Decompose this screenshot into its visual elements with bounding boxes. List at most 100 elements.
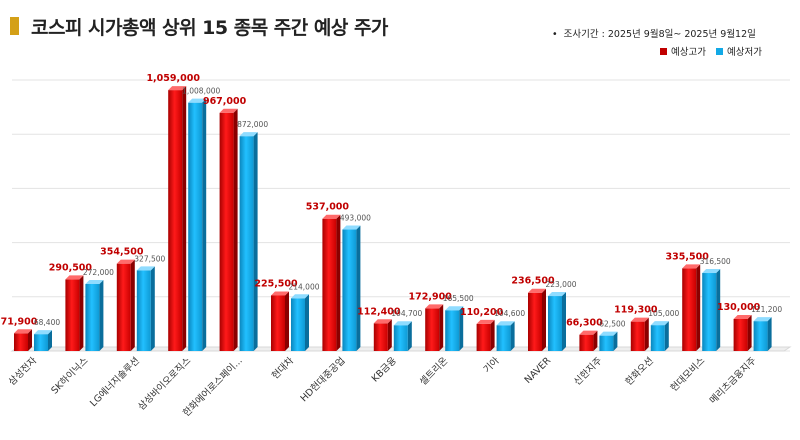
bar-top-low xyxy=(188,98,207,103)
bar-top-low xyxy=(34,330,52,335)
data-label-high: 290,500 xyxy=(49,262,93,273)
bar-top-low xyxy=(599,331,618,336)
data-label-low: 105,000 xyxy=(648,309,679,318)
data-label-low: 327,500 xyxy=(134,254,165,263)
bar-side-high xyxy=(439,304,444,351)
bar-side-low xyxy=(202,98,207,351)
bar-side-low xyxy=(356,225,361,351)
bar-high xyxy=(682,268,697,351)
bar-high xyxy=(373,323,388,351)
legend: 예상고가 예상저가 xyxy=(660,44,762,58)
x-tick-label: 삼성전자 xyxy=(7,355,40,388)
bar-side-low xyxy=(767,317,772,351)
data-label-low: 62,500 xyxy=(599,320,625,329)
bar-side-high xyxy=(387,319,392,351)
bar-top-high xyxy=(219,108,238,113)
bar-low xyxy=(599,335,614,351)
legend-item-low: 예상저가 xyxy=(715,44,762,58)
bar-top-high xyxy=(579,330,598,335)
bar-side-low xyxy=(407,321,412,351)
bar-top-low xyxy=(342,225,361,230)
bar-low xyxy=(136,270,151,351)
bar-side-low xyxy=(305,294,309,351)
data-label-low: 272,000 xyxy=(83,268,114,277)
bar-high xyxy=(168,90,183,352)
survey-period: • 조사기간 : 2025년 9월8일~ 2025년 9월12일 xyxy=(552,29,756,40)
bar-high xyxy=(630,321,645,351)
bar-top-high xyxy=(630,317,649,322)
data-label-high: 110,200 xyxy=(460,307,504,318)
bar-high xyxy=(528,292,542,351)
bar-low xyxy=(702,273,717,351)
bar-side-low xyxy=(664,321,669,351)
bar-low xyxy=(291,298,305,351)
bar-side-low xyxy=(150,266,155,351)
data-label-high: 112,400 xyxy=(357,306,401,317)
bar-top-low xyxy=(291,294,309,299)
bar-side-high xyxy=(182,86,187,352)
bar-side-low xyxy=(253,132,258,351)
bar-side-high xyxy=(747,314,752,351)
chart-title-bar: 코스피 시가총액 상위 15 종목 주간 예상 주가 xyxy=(10,14,388,39)
bar-top-low xyxy=(445,306,464,311)
legend-label-low: 예상저가 xyxy=(726,47,762,58)
x-tick-label: 삼성바이오로직스 xyxy=(136,355,193,412)
bar-low xyxy=(342,229,357,351)
bar-top-high xyxy=(373,319,392,324)
data-label-low: 104,600 xyxy=(494,309,525,318)
bar-top-high xyxy=(733,314,752,319)
bar-side-low xyxy=(562,292,566,351)
bar-low xyxy=(753,321,768,351)
bar-top-high xyxy=(14,329,32,334)
bar-side-low xyxy=(716,269,721,351)
bar-side-high xyxy=(130,259,135,351)
x-tick-label: 기아 xyxy=(482,355,502,375)
x-tick-label: SK하이닉스 xyxy=(49,354,91,396)
data-label-low: 104,700 xyxy=(391,309,422,318)
bar-side-high xyxy=(644,317,649,351)
bar-side-high xyxy=(490,319,495,351)
data-label-low: 165,500 xyxy=(443,294,474,303)
bar-high xyxy=(322,218,337,351)
bar-top-low xyxy=(702,269,721,274)
data-label-high: 225,500 xyxy=(254,278,298,289)
x-tick-label: LG에너지솔루션 xyxy=(88,355,142,409)
data-label-high: 71,900 xyxy=(1,316,38,327)
bar-side-high xyxy=(336,214,341,351)
bar-low xyxy=(34,334,48,351)
bar-top-low xyxy=(136,266,155,271)
bar-side-low xyxy=(99,279,104,351)
x-tick-label: 한화오션 xyxy=(623,355,656,388)
data-label-high: 236,500 xyxy=(511,276,555,287)
data-label-high: 119,300 xyxy=(614,305,658,316)
data-label-high: 335,500 xyxy=(666,251,710,262)
x-tick-label: NAVER xyxy=(523,355,554,386)
bar-side-high xyxy=(593,330,598,351)
data-label-high: 354,500 xyxy=(100,247,144,258)
data-label-high: 1,059,000 xyxy=(146,73,200,84)
data-label-high: 130,000 xyxy=(717,302,761,313)
bar-top-low xyxy=(496,321,515,326)
x-tick-label: 메리츠금융지주 xyxy=(708,355,759,406)
bar-high xyxy=(65,279,80,351)
legend-label-high: 예상고가 xyxy=(671,47,706,58)
survey-period-text: 조사기간 : 2025년 9월8일~ 2025년 9월12일 xyxy=(563,29,756,40)
data-label-low: 223,000 xyxy=(545,280,576,289)
data-label-low: 493,000 xyxy=(340,214,371,223)
bar-high xyxy=(14,333,28,351)
bar-top-high xyxy=(116,259,135,264)
x-tick-label: 셀트리온 xyxy=(418,355,451,388)
bar-top-high xyxy=(528,288,546,293)
data-label-low: 121,200 xyxy=(751,305,782,314)
bar-top-low xyxy=(753,317,772,322)
bar-top-low xyxy=(548,292,566,297)
bar-top-low xyxy=(239,132,258,137)
data-label-low: 872,000 xyxy=(237,120,268,129)
bar-low xyxy=(496,325,511,351)
bar-low xyxy=(445,310,460,351)
bar-side-high xyxy=(28,329,32,351)
data-label-high: 967,000 xyxy=(203,96,247,107)
bar-side-high xyxy=(79,275,84,351)
bar-side-low xyxy=(613,331,618,351)
bar-top-high xyxy=(168,86,187,91)
